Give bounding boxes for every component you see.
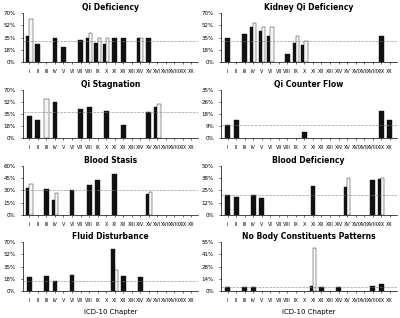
Bar — [301, 45, 304, 62]
Bar — [157, 104, 160, 139]
Title: Blood Stasis: Blood Stasis — [84, 156, 137, 165]
Bar — [302, 132, 307, 139]
Bar — [250, 27, 253, 62]
Bar — [29, 19, 33, 62]
Bar — [138, 277, 143, 291]
Bar — [313, 248, 316, 291]
Bar — [36, 120, 40, 139]
Bar — [29, 184, 33, 215]
Bar — [370, 286, 375, 291]
Bar — [94, 43, 98, 62]
Bar — [270, 27, 274, 62]
Bar — [251, 287, 256, 291]
Bar — [225, 38, 230, 62]
X-axis label: ICD-10 Chapter: ICD-10 Chapter — [282, 308, 336, 315]
Bar — [336, 287, 341, 291]
Bar — [387, 120, 392, 139]
Bar — [381, 177, 384, 215]
Bar — [98, 38, 101, 62]
Bar — [61, 47, 66, 62]
Bar — [310, 186, 315, 215]
Bar — [103, 44, 106, 62]
Bar — [87, 185, 92, 215]
Bar — [112, 174, 117, 215]
Bar — [149, 192, 152, 215]
Title: Kidney Qi Deficiency: Kidney Qi Deficiency — [264, 3, 353, 12]
Bar — [36, 44, 40, 62]
Title: Qi Stagnation: Qi Stagnation — [81, 80, 140, 89]
Bar — [52, 38, 57, 62]
Title: Blood Deficiency: Blood Deficiency — [272, 156, 345, 165]
Bar — [44, 276, 49, 291]
Bar — [379, 111, 384, 139]
Title: Qi Counter Flow: Qi Counter Flow — [274, 80, 343, 89]
Bar — [52, 200, 55, 215]
Bar — [253, 23, 256, 62]
Bar — [95, 181, 100, 215]
Bar — [146, 38, 151, 62]
Bar — [293, 43, 296, 62]
Bar — [52, 281, 57, 291]
Bar — [234, 120, 238, 139]
Bar — [112, 38, 117, 62]
Bar — [70, 275, 74, 291]
Bar — [87, 107, 92, 139]
Bar — [121, 38, 126, 62]
Bar — [44, 99, 49, 139]
Bar — [121, 276, 126, 291]
Bar — [225, 195, 230, 215]
Bar — [285, 54, 290, 62]
Bar — [146, 194, 149, 215]
Bar — [44, 189, 49, 215]
Bar — [115, 270, 118, 291]
Title: No Body Constituents Patterns: No Body Constituents Patterns — [242, 232, 376, 241]
Bar — [347, 177, 350, 215]
Bar — [379, 36, 384, 62]
Bar — [146, 112, 151, 139]
Title: Fluid Disturbance: Fluid Disturbance — [72, 232, 149, 241]
Bar — [304, 41, 308, 62]
Bar — [319, 287, 324, 291]
Bar — [310, 286, 313, 291]
Bar — [78, 40, 83, 62]
Bar — [27, 116, 32, 139]
Bar — [251, 195, 256, 215]
Bar — [106, 38, 109, 62]
Bar — [104, 111, 108, 139]
Bar — [52, 102, 57, 139]
Bar — [225, 125, 230, 139]
Bar — [234, 197, 238, 215]
Bar — [296, 36, 299, 62]
Bar — [86, 38, 89, 62]
Bar — [267, 36, 270, 62]
Bar — [225, 287, 230, 291]
Bar — [26, 36, 29, 62]
Bar — [78, 109, 83, 139]
Bar — [140, 38, 144, 62]
Bar — [137, 38, 140, 62]
Bar — [112, 249, 115, 291]
Bar — [55, 193, 58, 215]
Bar — [259, 198, 264, 215]
Bar — [379, 284, 384, 291]
Bar — [121, 125, 126, 139]
Bar — [27, 277, 32, 291]
Bar — [258, 31, 262, 62]
Bar — [262, 27, 265, 62]
Bar — [370, 181, 375, 215]
Title: Qi Deficiency: Qi Deficiency — [82, 3, 139, 12]
Bar — [344, 187, 347, 215]
Bar — [378, 179, 381, 215]
Bar — [26, 188, 29, 215]
X-axis label: ICD-10 Chapter: ICD-10 Chapter — [84, 308, 137, 315]
Bar — [154, 107, 157, 139]
Bar — [70, 190, 74, 215]
Bar — [242, 34, 247, 62]
Bar — [89, 33, 92, 62]
Bar — [242, 287, 247, 291]
